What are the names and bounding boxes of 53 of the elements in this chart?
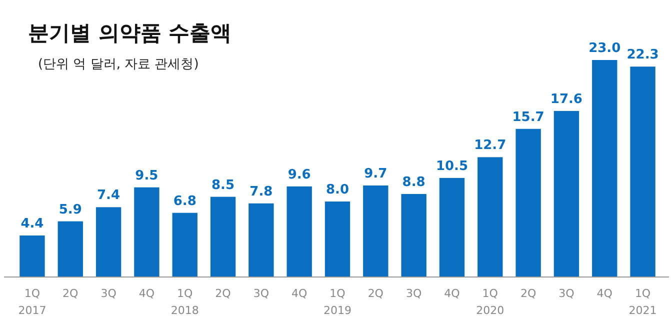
data-label: 8.5 <box>212 178 235 193</box>
bar <box>630 66 656 277</box>
data-label: 9.5 <box>135 168 158 184</box>
x-tick-label: 2Q <box>368 287 384 300</box>
data-label: 10.5 <box>436 158 468 174</box>
data-label: 8.0 <box>326 182 350 198</box>
bar <box>478 157 503 277</box>
x-tick-label: 1Q 2021 <box>628 287 657 317</box>
data-label: 6.8 <box>173 194 196 209</box>
data-label: 9.6 <box>288 167 311 182</box>
data-label: 22.3 <box>626 48 659 63</box>
data-label: 9.7 <box>364 166 388 182</box>
chart-title: 분기별 의약품 수출액 <box>28 21 232 45</box>
bar <box>554 110 580 277</box>
x-tick-label: 2Q <box>520 287 536 300</box>
x-tick-label: 3Q <box>406 287 422 300</box>
bar <box>401 194 426 277</box>
x-tick-label: 1Q 2019 <box>324 287 352 317</box>
x-tick-label: 4Q <box>292 287 308 300</box>
x-tick-label: 1Q 2020 <box>476 287 504 317</box>
data-label: 5.9 <box>58 202 82 218</box>
x-tick-label: 4Q <box>444 287 460 300</box>
x-tick-label: 1Q 2018 <box>170 287 199 317</box>
bar <box>439 178 465 277</box>
bar <box>286 186 312 277</box>
bar <box>172 212 198 277</box>
x-tick-label: 3Q <box>253 287 270 300</box>
data-label: 8.8 <box>402 174 426 190</box>
x-tick-label: 3Q <box>100 287 117 300</box>
bar <box>20 235 45 277</box>
data-label: 12.7 <box>474 138 506 154</box>
bar <box>134 187 160 277</box>
bar <box>592 60 618 277</box>
bar <box>210 196 236 277</box>
bar <box>58 221 83 277</box>
data-label: 7.8 <box>250 184 273 200</box>
x-tick-label: 1Q 2017 <box>18 287 46 317</box>
x-tick-label: 4Q <box>596 287 613 300</box>
x-tick-label: 2Q <box>215 287 232 300</box>
data-label: 23.0 <box>588 41 621 56</box>
bar <box>324 202 350 277</box>
data-label: 4.4 <box>20 216 44 232</box>
x-tick-label: 3Q <box>558 287 575 300</box>
bar <box>363 185 388 277</box>
bar <box>96 207 122 277</box>
data-label: 7.4 <box>97 188 120 204</box>
data-label: 17.6 <box>550 92 582 107</box>
bar <box>516 128 541 277</box>
data-label: 15.7 <box>512 110 544 125</box>
x-tick-label: 2Q <box>62 287 79 300</box>
chart-subtitle: (단위 억 달러, 자료 관세청) <box>38 57 199 72</box>
bar <box>248 203 274 277</box>
x-tick-label: 4Q <box>138 287 155 300</box>
